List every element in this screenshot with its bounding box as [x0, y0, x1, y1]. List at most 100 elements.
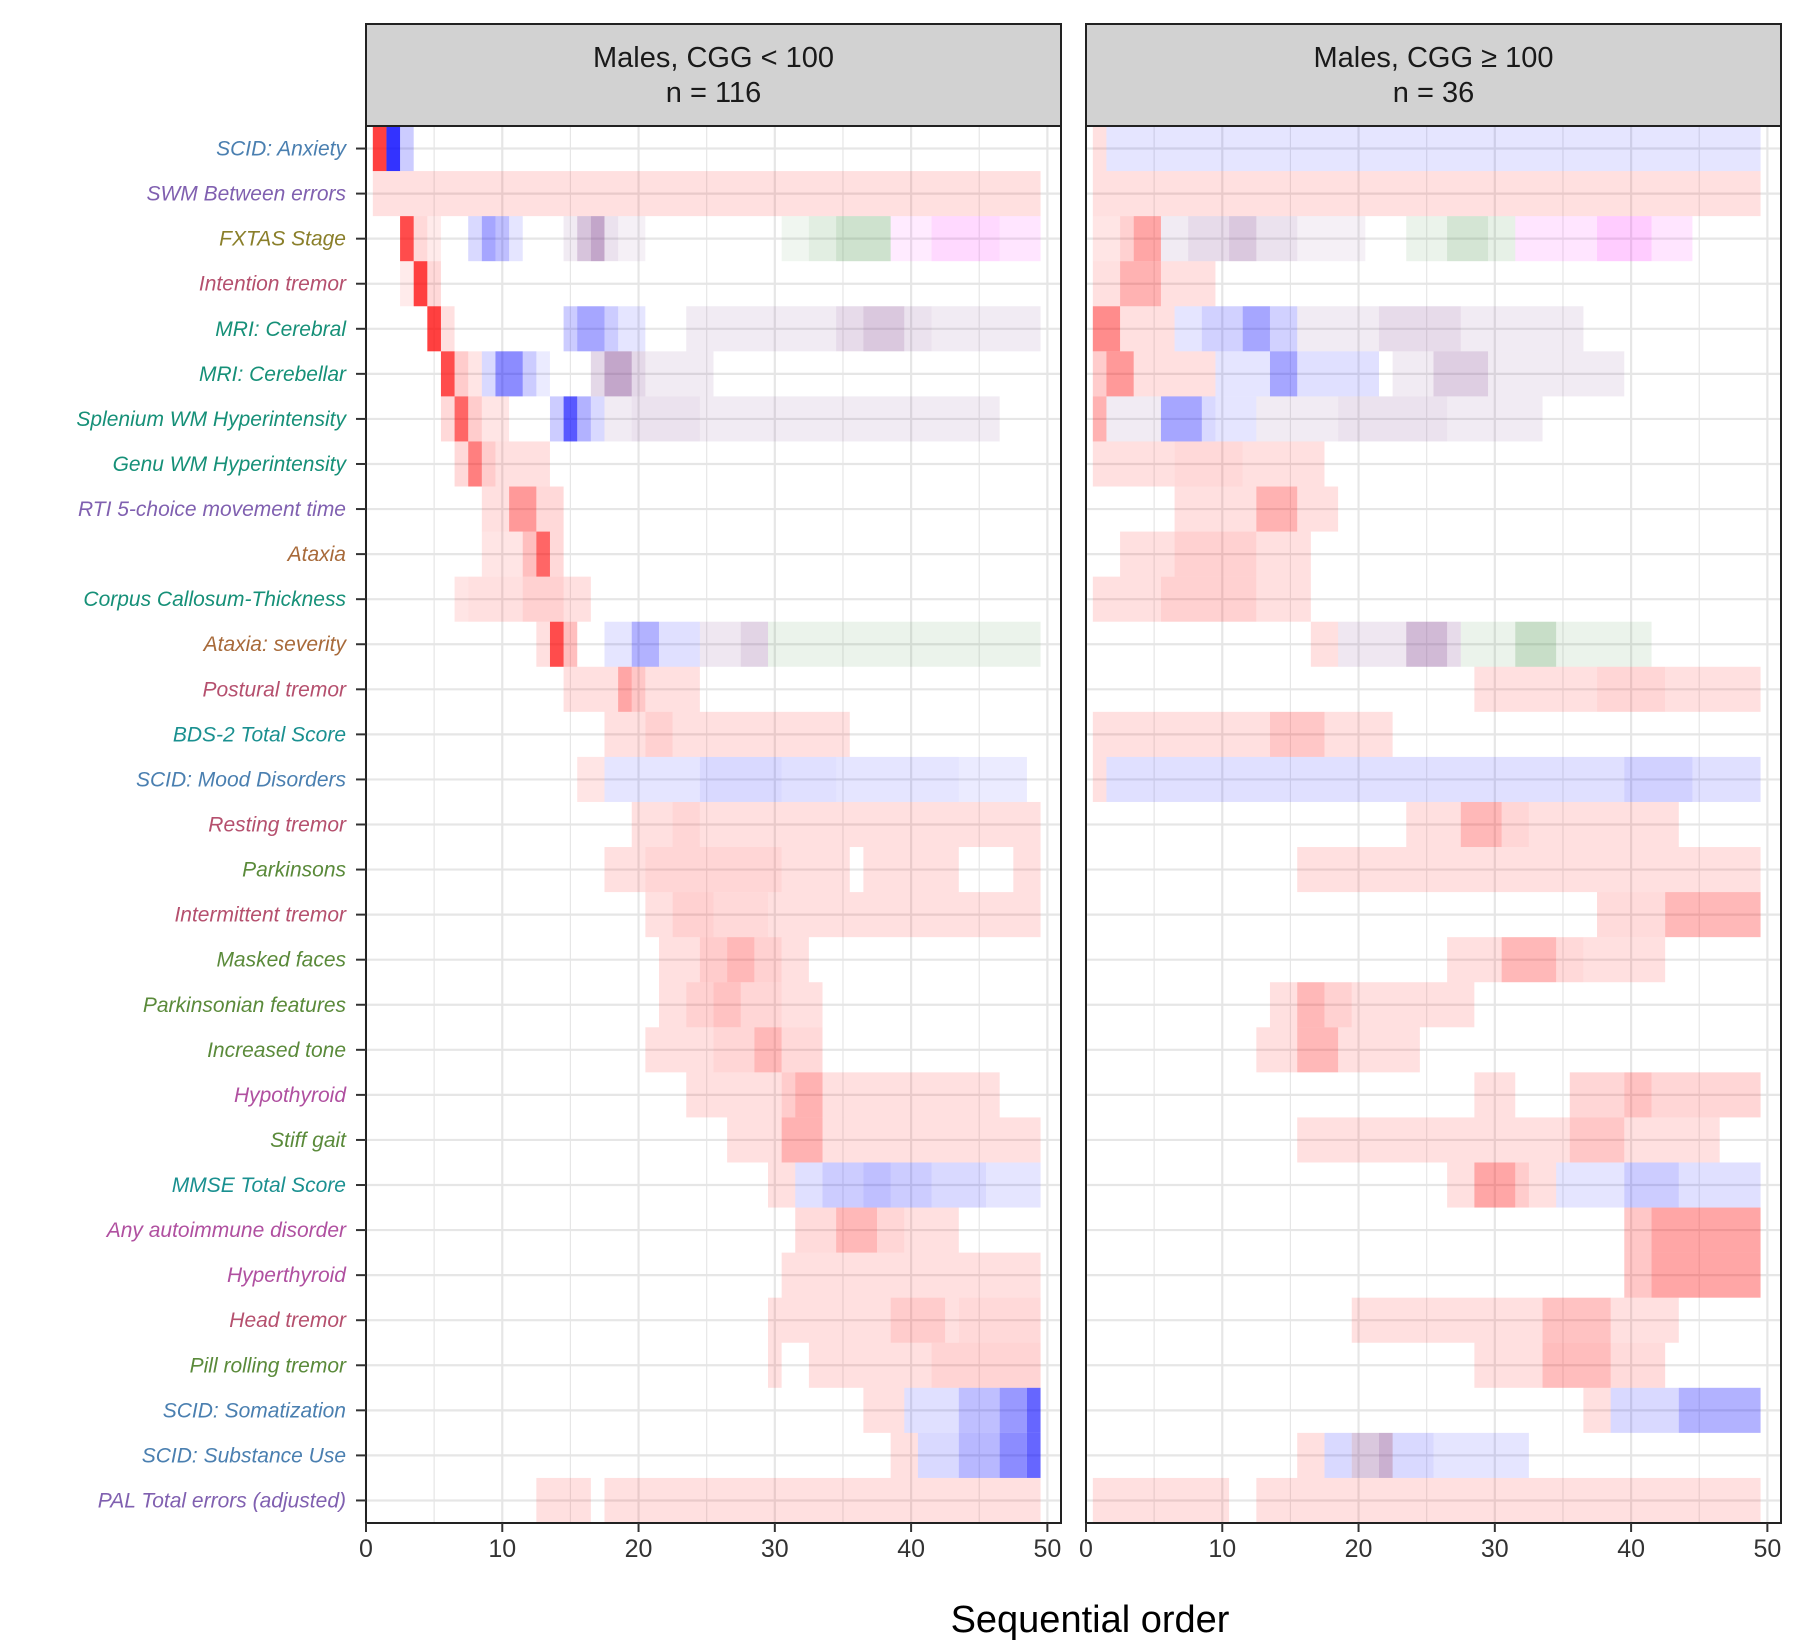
heat-cell — [1665, 666, 1761, 712]
heat-cell — [781, 982, 823, 1028]
heat-cell — [468, 351, 482, 397]
heat-cell — [958, 1387, 1000, 1433]
heat-cell — [468, 396, 482, 442]
heat-cell — [645, 711, 673, 757]
heat-cell — [1460, 621, 1516, 667]
heat-cell — [1474, 666, 1598, 712]
heat-cell — [904, 1387, 959, 1433]
heat-cell — [563, 666, 619, 712]
heat-cell — [1488, 351, 1625, 397]
panel-strip — [1085, 23, 1782, 127]
heat-cell — [1201, 396, 1216, 442]
panel-title-line1: Males, CGG < 100 — [593, 42, 834, 74]
heat-cell — [1624, 1072, 1652, 1118]
x-axis-title: Sequential order — [951, 1599, 1230, 1641]
heat-cell — [699, 937, 728, 983]
event-label: Splenium WM Hyperintensity — [76, 408, 347, 431]
heat-cell — [1583, 1387, 1611, 1433]
heat-cell — [1297, 847, 1761, 893]
heat-cell — [536, 621, 550, 667]
heat-cell — [808, 216, 837, 262]
heat-cell — [781, 1117, 823, 1163]
heat-cell — [549, 621, 564, 667]
heat-cell — [1556, 621, 1652, 667]
heat-cell — [836, 756, 959, 802]
heat-cell — [427, 216, 441, 262]
heat-cell — [631, 801, 673, 848]
heat-cell — [740, 621, 769, 667]
heat-cell — [1569, 1072, 1625, 1118]
heat-cell — [1120, 261, 1161, 307]
heat-cell — [1665, 892, 1761, 938]
panel-cgg-100-plus: Males, CGG ≥ 100 n = 36 0 10 20 30 40 50 — [1079, 23, 1782, 1563]
heat-cell — [1092, 396, 1107, 442]
heat-cell — [1106, 396, 1161, 442]
heat-cell — [536, 486, 564, 532]
heat-cell — [931, 1342, 1041, 1388]
heat-cell — [713, 1027, 755, 1073]
heat-cell — [563, 216, 578, 262]
heat-cell — [413, 261, 428, 307]
heat-cell — [1106, 351, 1134, 397]
x-tick-label: 20 — [625, 1535, 653, 1563]
panel-grid — [1084, 126, 1781, 1523]
heat-cell — [1092, 351, 1107, 397]
heat-cell — [631, 351, 646, 397]
heat-cell — [618, 666, 632, 712]
heat-cell — [481, 531, 523, 577]
panel-marks — [1092, 126, 1761, 1523]
heat-cell — [604, 396, 632, 442]
heat-cell — [699, 396, 1000, 442]
heat-cell — [468, 576, 523, 622]
event-label: RTI 5-choice movement time — [78, 498, 346, 521]
heat-cell — [1092, 216, 1121, 262]
heat-cell — [1433, 1432, 1529, 1478]
heat-cell — [1106, 126, 1761, 172]
heat-cell — [1378, 306, 1461, 352]
panel-x-axis: 0 10 20 30 40 50 — [1079, 1523, 1781, 1563]
heat-cell — [727, 937, 755, 983]
heat-cell — [958, 1432, 1000, 1478]
heat-cell — [1229, 216, 1257, 262]
heat-cell — [440, 306, 455, 352]
heat-cell — [1406, 621, 1448, 667]
heat-cell — [481, 486, 510, 532]
heat-cell — [400, 126, 414, 172]
heat-cell — [863, 1387, 905, 1433]
event-label: SCID: Substance Use — [142, 1444, 346, 1467]
heat-cell — [1120, 531, 1175, 577]
heat-cell — [454, 396, 469, 442]
heat-cell — [1447, 937, 1502, 983]
heat-cell — [481, 396, 510, 442]
heat-cell — [1624, 1252, 1652, 1298]
panel-title-line2: n = 36 — [1393, 77, 1474, 109]
heat-cell — [672, 711, 850, 757]
heat-cell — [781, 937, 809, 983]
heat-cell — [999, 216, 1041, 262]
heat-cell — [1624, 1117, 1720, 1163]
heat-cell — [468, 216, 482, 262]
heat-cell — [1433, 351, 1489, 397]
heat-cell — [604, 621, 632, 667]
heat-cell — [481, 216, 496, 262]
heat-cell — [1242, 441, 1325, 487]
heat-cell — [958, 756, 1027, 802]
heat-cell — [890, 1297, 946, 1343]
heat-cell — [1338, 621, 1407, 667]
heat-cell — [863, 1162, 891, 1208]
heat-cell — [495, 441, 550, 487]
event-label: Hyperthyroid — [227, 1264, 347, 1287]
heat-cell — [1160, 216, 1189, 262]
heat-cell — [1297, 486, 1339, 532]
heat-cell — [590, 216, 605, 262]
heat-cell — [454, 576, 469, 622]
heat-cell — [577, 756, 605, 802]
heat-cell — [563, 621, 578, 667]
heat-cell — [672, 892, 714, 938]
heat-cell — [495, 216, 510, 262]
heat-cell — [495, 351, 523, 397]
heat-cell — [1678, 1162, 1761, 1208]
heat-cell — [904, 306, 932, 352]
x-tick-label: 50 — [1033, 1535, 1061, 1563]
heat-cell — [1651, 1207, 1761, 1253]
